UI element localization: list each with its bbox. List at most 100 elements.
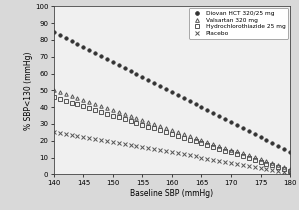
Valsartan 320 mg bbox=[99, 105, 103, 107]
Placebo bbox=[247, 164, 251, 167]
Valsartan 320 mg bbox=[259, 158, 262, 161]
Diovan HCT 320/25 mg bbox=[158, 85, 162, 87]
Diovan HCT 320/25 mg bbox=[235, 124, 239, 126]
Placebo bbox=[105, 140, 109, 143]
Hydrochlorothiazide 25 mg bbox=[135, 122, 138, 124]
Hydrochlorothiazide 25 mg bbox=[158, 129, 162, 131]
Diovan HCT 320/25 mg bbox=[182, 97, 186, 99]
Placebo bbox=[158, 149, 162, 152]
Diovan HCT 320/25 mg bbox=[259, 136, 262, 139]
Valsartan 320 mg bbox=[288, 168, 292, 171]
Valsartan 320 mg bbox=[206, 140, 209, 143]
Hydrochlorothiazide 25 mg bbox=[217, 147, 221, 150]
Placebo bbox=[123, 143, 126, 146]
Diovan HCT 320/25 mg bbox=[99, 54, 103, 57]
Hydrochlorothiazide 25 mg bbox=[76, 103, 79, 106]
Line: Hydrochlorothiazide 25 mg: Hydrochlorothiazide 25 mg bbox=[52, 95, 292, 173]
Diovan HCT 320/25 mg bbox=[58, 33, 62, 36]
Placebo bbox=[99, 139, 103, 142]
Hydrochlorothiazide 25 mg bbox=[211, 146, 215, 148]
Diovan HCT 320/25 mg bbox=[82, 45, 85, 48]
Hydrochlorothiazide 25 mg bbox=[93, 109, 97, 111]
Diovan HCT 320/25 mg bbox=[105, 58, 109, 60]
Placebo bbox=[282, 170, 286, 173]
Diovan HCT 320/25 mg bbox=[176, 94, 180, 96]
Hydrochlorothiazide 25 mg bbox=[288, 170, 292, 172]
Diovan HCT 320/25 mg bbox=[129, 70, 132, 72]
Placebo bbox=[93, 138, 97, 141]
Placebo bbox=[70, 134, 73, 136]
Valsartan 320 mg bbox=[105, 107, 109, 109]
Placebo bbox=[117, 142, 120, 145]
Diovan HCT 320/25 mg bbox=[123, 67, 126, 69]
Diovan HCT 320/25 mg bbox=[223, 118, 227, 121]
Diovan HCT 320/25 mg bbox=[93, 51, 97, 54]
Line: Placebo: Placebo bbox=[52, 131, 292, 174]
Valsartan 320 mg bbox=[129, 115, 132, 117]
Diovan HCT 320/25 mg bbox=[164, 88, 168, 90]
Hydrochlorothiazide 25 mg bbox=[241, 155, 245, 158]
Hydrochlorothiazide 25 mg bbox=[277, 166, 280, 168]
Valsartan 320 mg bbox=[58, 91, 62, 93]
Placebo bbox=[241, 163, 245, 166]
Valsartan 320 mg bbox=[117, 111, 120, 113]
Diovan HCT 320/25 mg bbox=[117, 63, 120, 66]
Hydrochlorothiazide 25 mg bbox=[235, 153, 239, 156]
Valsartan 320 mg bbox=[265, 160, 268, 163]
Hydrochlorothiazide 25 mg bbox=[271, 164, 274, 167]
Diovan HCT 320/25 mg bbox=[277, 145, 280, 148]
Placebo bbox=[194, 155, 197, 158]
Diovan HCT 320/25 mg bbox=[229, 121, 233, 123]
Valsartan 320 mg bbox=[123, 113, 126, 115]
Valsartan 320 mg bbox=[194, 136, 197, 139]
Hydrochlorothiazide 25 mg bbox=[282, 168, 286, 170]
Hydrochlorothiazide 25 mg bbox=[223, 149, 227, 152]
Placebo bbox=[206, 157, 209, 160]
Hydrochlorothiazide 25 mg bbox=[105, 112, 109, 115]
Placebo bbox=[64, 133, 68, 136]
Placebo bbox=[229, 161, 233, 164]
Valsartan 320 mg bbox=[135, 117, 138, 119]
Valsartan 320 mg bbox=[147, 121, 150, 123]
Valsartan 320 mg bbox=[176, 130, 180, 133]
Diovan HCT 320/25 mg bbox=[247, 130, 251, 133]
Diovan HCT 320/25 mg bbox=[147, 79, 150, 81]
Valsartan 320 mg bbox=[88, 101, 91, 103]
Placebo bbox=[288, 171, 292, 174]
Placebo bbox=[164, 150, 168, 153]
Valsartan 320 mg bbox=[93, 103, 97, 105]
Line: Valsartan 320 mg: Valsartan 320 mg bbox=[52, 89, 292, 171]
Diovan HCT 320/25 mg bbox=[206, 109, 209, 111]
Placebo bbox=[182, 153, 186, 156]
Valsartan 320 mg bbox=[211, 142, 215, 145]
Diovan HCT 320/25 mg bbox=[70, 39, 73, 42]
Placebo bbox=[147, 147, 150, 150]
Diovan HCT 320/25 mg bbox=[170, 91, 174, 93]
Hydrochlorothiazide 25 mg bbox=[200, 142, 203, 144]
Diovan HCT 320/25 mg bbox=[253, 133, 257, 136]
Hydrochlorothiazide 25 mg bbox=[82, 105, 85, 108]
Diovan HCT 320/25 mg bbox=[241, 127, 245, 130]
Valsartan 320 mg bbox=[82, 99, 85, 101]
Valsartan 320 mg bbox=[70, 95, 73, 97]
Hydrochlorothiazide 25 mg bbox=[182, 136, 186, 139]
Valsartan 320 mg bbox=[235, 150, 239, 153]
Diovan HCT 320/25 mg bbox=[52, 30, 56, 33]
Diovan HCT 320/25 mg bbox=[194, 103, 197, 105]
Valsartan 320 mg bbox=[277, 164, 280, 167]
Placebo bbox=[253, 165, 257, 168]
Placebo bbox=[111, 141, 115, 144]
Line: Diovan HCT 320/25 mg: Diovan HCT 320/25 mg bbox=[52, 30, 292, 154]
Placebo bbox=[170, 151, 174, 154]
Placebo bbox=[217, 159, 221, 162]
Diovan HCT 320/25 mg bbox=[200, 106, 203, 108]
Diovan HCT 320/25 mg bbox=[288, 151, 292, 154]
Valsartan 320 mg bbox=[164, 127, 168, 129]
Hydrochlorothiazide 25 mg bbox=[164, 131, 168, 133]
Hydrochlorothiazide 25 mg bbox=[247, 157, 251, 159]
Valsartan 320 mg bbox=[271, 162, 274, 165]
Placebo bbox=[259, 166, 262, 169]
Hydrochlorothiazide 25 mg bbox=[176, 135, 180, 137]
Hydrochlorothiazide 25 mg bbox=[141, 123, 144, 126]
Valsartan 320 mg bbox=[241, 152, 245, 155]
